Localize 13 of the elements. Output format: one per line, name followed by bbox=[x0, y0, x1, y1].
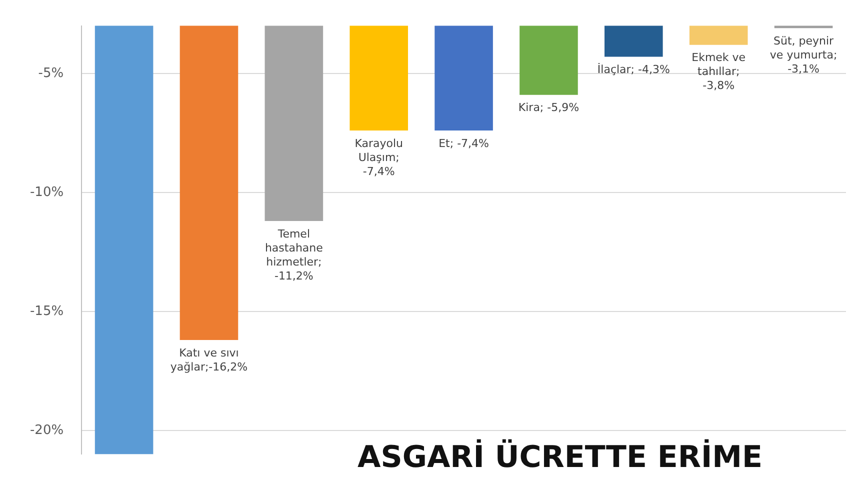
data-label: Et; -7,4% bbox=[438, 136, 489, 150]
y-tick-label: -20% bbox=[30, 422, 64, 438]
y-tick-label: -15% bbox=[30, 304, 64, 319]
y-tick-label: -10% bbox=[30, 184, 64, 200]
data-label: İlaçlar; -4,3% bbox=[597, 62, 670, 76]
data-label: Kira; -5,9% bbox=[518, 101, 580, 114]
data-label: Karayolu Ulaşım; -7,4% bbox=[354, 136, 404, 178]
text: ASGARİ ÜCRETTE ERİME bbox=[356, 440, 764, 476]
data-label: Süt, peynir ve yumurta; -3,1% bbox=[770, 34, 838, 76]
data-label: Katı ve sıvı yağlar;-16,2% bbox=[170, 346, 248, 374]
data-label: Ekmek ve tahıllar; -3,8% bbox=[692, 51, 746, 92]
data-label: Temel hastahane hizmetler; -11,2% bbox=[264, 227, 324, 282]
y-tick-label: -5% bbox=[38, 66, 64, 81]
